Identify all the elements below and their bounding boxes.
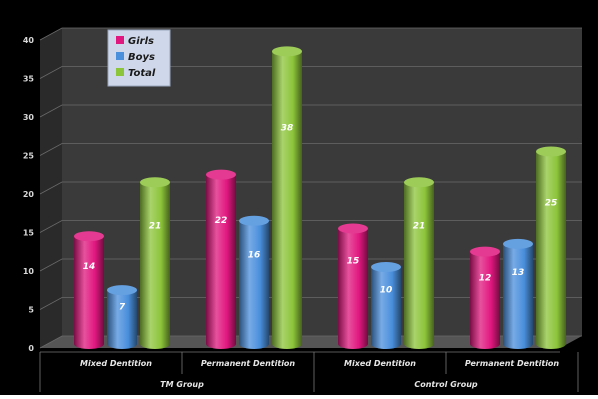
bar-body — [239, 220, 269, 349]
data-label: 15 — [347, 256, 360, 266]
data-label: 12 — [479, 274, 492, 284]
bar-girls: 14 — [74, 231, 104, 349]
x-group-label: Control Group — [414, 380, 478, 389]
bar-boys: 13 — [503, 238, 533, 349]
bar-body — [404, 182, 434, 349]
bar-boys: 10 — [371, 262, 401, 349]
bar-cap — [404, 177, 434, 188]
data-label: 21 — [149, 222, 162, 232]
y-axis-ticks: 0 5 10 15 20 25 30 35 40 — [23, 36, 35, 353]
gridline — [39, 66, 582, 79]
data-label: 25 — [545, 199, 558, 209]
data-label: 13 — [512, 268, 525, 278]
legend-item-girls: Girls — [116, 36, 154, 47]
bar-total: 21 — [140, 177, 170, 349]
floor — [40, 336, 582, 348]
x-tick-label: Permanent Dentition — [201, 359, 296, 368]
legend-item-total: Total — [116, 68, 156, 79]
bar-body — [140, 182, 170, 349]
bar-cap — [140, 177, 170, 188]
bar-total: 25 — [536, 146, 566, 349]
x-tick-label: Mixed Dentition — [344, 359, 416, 368]
data-label: 7 — [119, 303, 126, 313]
legend-swatch — [116, 52, 124, 60]
bar-body — [107, 290, 137, 349]
y-tick-label: 35 — [23, 75, 35, 84]
data-label: 14 — [83, 262, 96, 272]
legend-item-boys: Boys — [116, 52, 155, 63]
x-group-label: TM Group — [160, 380, 204, 389]
y-tick-label: 30 — [23, 113, 35, 122]
bar-cap — [272, 46, 302, 57]
bar-cap — [74, 231, 104, 242]
data-label: 38 — [281, 124, 294, 134]
bar-cap — [206, 169, 236, 180]
bar-cap — [239, 215, 269, 226]
bar-body — [371, 267, 401, 349]
gridline — [39, 143, 582, 156]
y-tick-label: 0 — [28, 344, 34, 353]
bar-girls: 12 — [470, 246, 500, 349]
bar-total: 38 — [272, 46, 302, 350]
y-tick-label: 15 — [23, 229, 35, 238]
x-tick-label: Mixed Dentition — [80, 359, 152, 368]
legend-label: Total — [128, 68, 156, 79]
x-tick-label: Permanent Dentition — [465, 359, 560, 368]
bar-boys: 7 — [107, 285, 137, 349]
bar-body — [503, 243, 533, 349]
bar-body — [338, 228, 368, 349]
bar-body — [74, 236, 104, 349]
bar-cap — [536, 146, 566, 157]
bar-cap — [338, 223, 368, 234]
legend-label: Boys — [128, 52, 155, 63]
data-label: 21 — [413, 222, 426, 232]
bars: 14 7 21 22 16 38 15 10 21 12 13 25 — [74, 46, 566, 350]
bar-girls: 15 — [338, 223, 368, 349]
legend-label: Girls — [128, 36, 154, 47]
bar-total: 21 — [404, 177, 434, 349]
data-label: 10 — [380, 285, 393, 295]
bar-body — [272, 51, 302, 350]
bar-girls: 22 — [206, 169, 236, 349]
bar-cap — [107, 285, 137, 296]
legend-swatch — [116, 68, 124, 76]
legend: Girls Boys Total — [107, 29, 171, 87]
data-label: 22 — [215, 216, 228, 226]
bar-cap — [371, 262, 401, 272]
gridline — [39, 104, 582, 118]
y-tick-label: 10 — [23, 267, 35, 276]
y-tick-label: 20 — [23, 190, 35, 199]
bar-body — [206, 174, 236, 349]
gridline — [39, 27, 582, 41]
legend-swatch — [116, 36, 124, 44]
bar-body — [536, 151, 566, 349]
bar-boys: 16 — [239, 215, 269, 349]
bar-cap — [470, 246, 500, 257]
bar-body — [470, 251, 500, 349]
x-axis: Mixed Dentition Permanent Dentition Mixed … — [39, 351, 579, 392]
y-tick-label: 40 — [23, 36, 35, 45]
y-tick-label: 5 — [28, 306, 34, 315]
bar-cap — [503, 238, 533, 249]
data-label: 16 — [248, 251, 261, 261]
y-tick-label: 25 — [23, 152, 35, 161]
